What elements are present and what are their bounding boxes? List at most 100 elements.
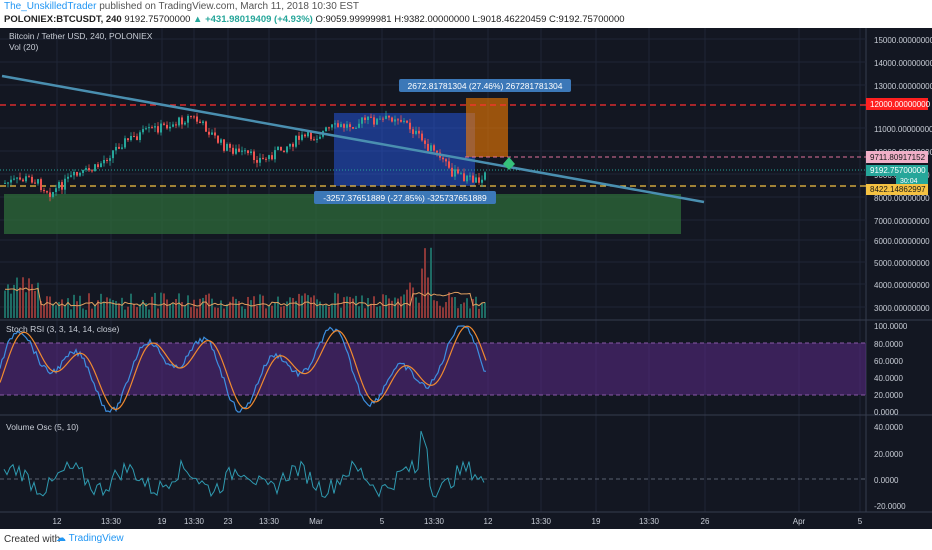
- volume-bar: [298, 293, 300, 318]
- volume-bar: [76, 301, 78, 318]
- candle-body: [328, 127, 330, 129]
- volume-bar: [52, 303, 54, 318]
- price-tick: 3000.00000000: [874, 304, 930, 313]
- volume-bar: [139, 304, 141, 318]
- tradingview-logo[interactable]: ☁ TradingView: [56, 533, 124, 544]
- candle-body: [19, 177, 21, 180]
- candle-body: [154, 126, 156, 128]
- volume-bar: [451, 297, 453, 318]
- volume-bar: [256, 305, 258, 318]
- candle-body: [100, 163, 102, 168]
- volume-bar: [466, 298, 468, 318]
- candle-body: [58, 182, 60, 189]
- volume-bar: [394, 297, 396, 318]
- measure-box-up[interactable]: [466, 98, 508, 157]
- candle-body: [175, 124, 177, 126]
- candle-body: [361, 117, 363, 124]
- measure-label-up: 2672.81781304 (27.46%) 267281781304: [407, 81, 562, 91]
- candle-body: [433, 145, 435, 151]
- volume-bar: [343, 297, 345, 318]
- candle-body: [211, 132, 213, 135]
- volume-bar: [385, 295, 387, 318]
- candle-body: [40, 179, 42, 191]
- candle-body: [289, 143, 291, 147]
- candle-body: [280, 146, 282, 151]
- candle-body: [22, 179, 24, 182]
- badge-last-price: 9192.75700000: [870, 166, 926, 175]
- candle-body: [31, 176, 33, 183]
- volume-bar: [259, 294, 261, 318]
- projection-marker[interactable]: [503, 157, 515, 170]
- volume-bar: [403, 294, 405, 318]
- candle-body: [166, 124, 168, 129]
- volume-bar: [415, 297, 417, 318]
- chart-canvas[interactable]: 2672.81781304 (27.46%) 267281781304 -325…: [0, 28, 932, 529]
- candle-body: [124, 138, 126, 148]
- volume-bar: [454, 296, 456, 318]
- volume-bar: [235, 298, 237, 318]
- badge-last-price-bg: [866, 165, 928, 176]
- candle-body: [316, 138, 318, 140]
- footer: Created with ☁ TradingView: [0, 529, 932, 550]
- volume-bar: [307, 295, 309, 318]
- author-link[interactable]: The_UnskilledTrader: [4, 1, 97, 12]
- price-tick: 14000.00000000: [874, 59, 932, 68]
- candle-body: [397, 119, 399, 121]
- volume-bar: [472, 299, 474, 318]
- volume-bar: [64, 305, 66, 318]
- time-tick: 23: [224, 517, 233, 526]
- candle-body: [349, 124, 351, 128]
- volume-bar: [247, 296, 249, 318]
- volume-bar: [130, 293, 132, 318]
- measure-label-down: -3257.37651889 (-27.85%) -325737651889: [323, 193, 487, 203]
- candle-body: [484, 172, 486, 180]
- volume-bar: [34, 290, 36, 318]
- price-axis[interactable]: [866, 28, 932, 529]
- volume-bar: [181, 302, 183, 318]
- price-tick: 6000.00000000: [874, 237, 930, 246]
- candle-body: [442, 157, 444, 160]
- volume-bar: [463, 302, 465, 318]
- volume-bar: [367, 297, 369, 318]
- candle-body: [142, 129, 144, 133]
- candle-body: [346, 124, 348, 128]
- volume-bar: [106, 297, 108, 318]
- volume-bar: [424, 248, 426, 318]
- volume-bar: [124, 309, 126, 318]
- candle-body: [127, 138, 129, 141]
- volume-bar: [382, 294, 384, 318]
- price-tick: 11000.00000000: [874, 125, 932, 134]
- candle-body: [193, 116, 195, 118]
- volume-bar: [220, 300, 222, 318]
- volume-bar: [226, 304, 228, 318]
- volume-bar: [190, 307, 192, 318]
- volume-bar: [31, 284, 33, 318]
- candle-body: [112, 150, 114, 159]
- volume-bar: [85, 309, 87, 318]
- volume-bar: [277, 296, 279, 318]
- volume-bar: [400, 296, 402, 318]
- measure-label-down-bg: [314, 191, 496, 204]
- volume-bar: [94, 304, 96, 318]
- candle-body: [403, 120, 405, 122]
- candle-body: [343, 124, 345, 128]
- candle-body: [199, 121, 201, 124]
- candle-body: [292, 143, 294, 147]
- volume-bar: [295, 300, 297, 318]
- badge-9711-bg: [866, 151, 928, 163]
- candle-body: [430, 145, 432, 151]
- trend-line[interactable]: [1, 74, 705, 204]
- candle-body: [25, 176, 27, 182]
- volume-bar: [70, 309, 72, 318]
- time-tick: 13:30: [184, 517, 205, 526]
- candle-body: [232, 147, 234, 154]
- candle-body: [331, 124, 333, 128]
- volume-bar: [238, 301, 240, 318]
- candle-body: [424, 140, 426, 144]
- candle-body: [250, 151, 252, 154]
- volume-bar: [352, 298, 354, 318]
- time-axis[interactable]: 12 13:30 19 13:30 23 13:30 Mar 5 13:30 1…: [53, 517, 863, 526]
- volume-bar: [10, 293, 12, 318]
- chart-header: The_UnskilledTrader published on Trading…: [0, 0, 932, 28]
- volume-bar: [337, 293, 339, 318]
